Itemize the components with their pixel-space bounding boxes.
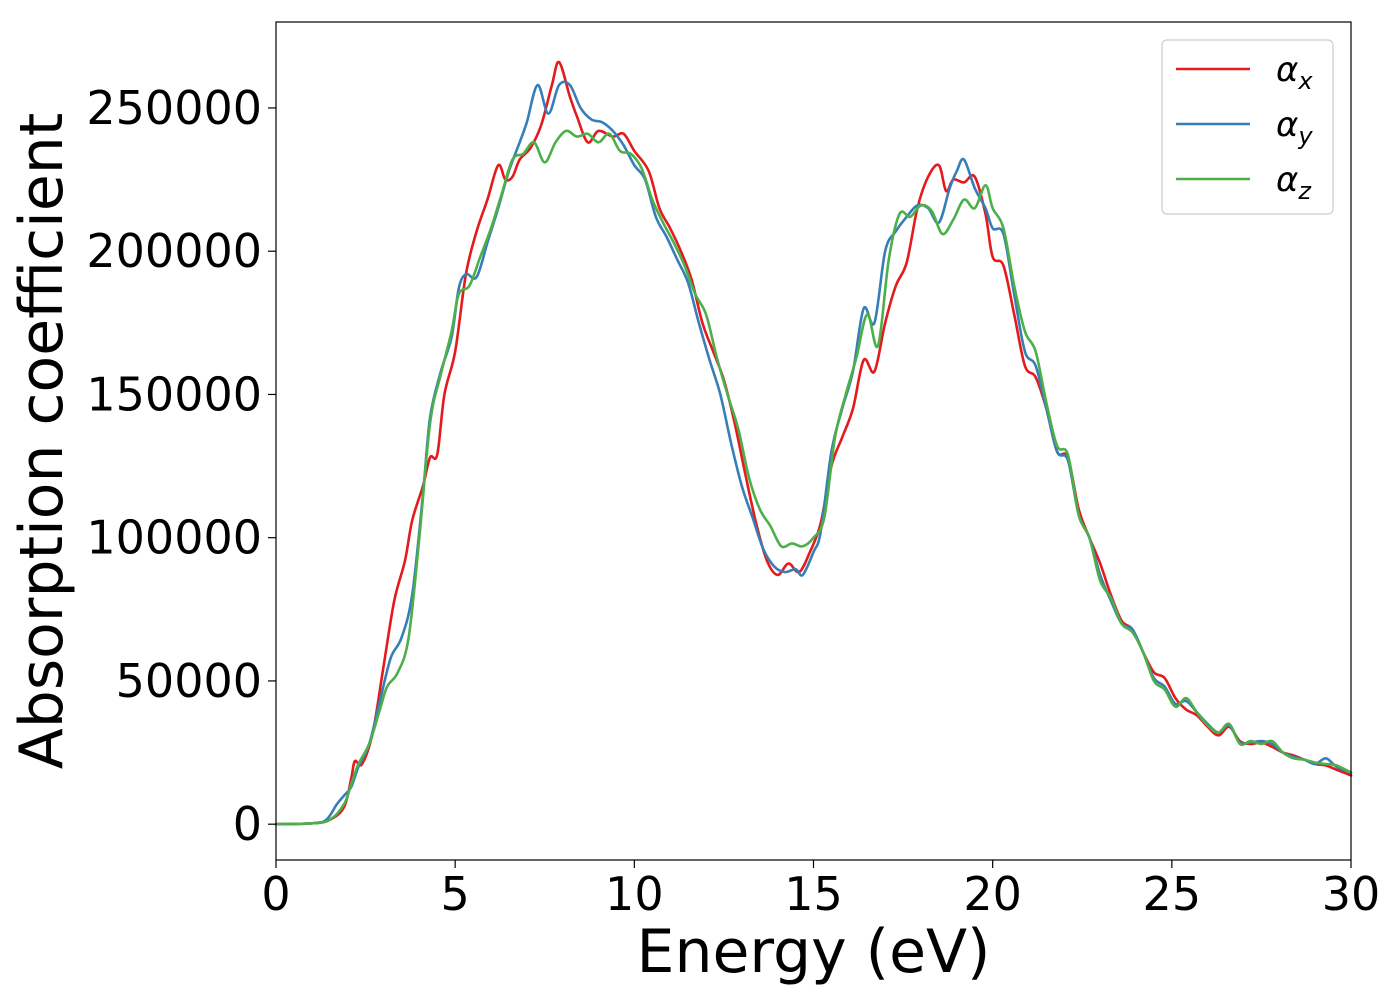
- x-tick-label: 20: [963, 867, 1022, 921]
- ticks-layer: 0 5 10 15 20 25 30 0 50000 100000 150000 200000 2500…: [86, 81, 1380, 921]
- y-axis-label: Absorption coefficient: [7, 113, 77, 770]
- series-line-x: [274, 60, 1353, 826]
- legend-label-x: αx: [1276, 50, 1313, 95]
- x-tick-label: 5: [441, 867, 470, 921]
- legend-label-z: αz: [1276, 160, 1312, 205]
- legend: αx αy αz: [1161, 39, 1334, 215]
- y-tick-label: 0: [233, 797, 262, 851]
- x-tick-label: 0: [261, 867, 290, 921]
- y-tick-label: 250000: [86, 81, 262, 135]
- series-line-z: [274, 129, 1353, 826]
- x-tick-label: 30: [1322, 867, 1381, 921]
- legend-label-y: αy: [1276, 105, 1313, 150]
- legend-box: [1161, 39, 1334, 215]
- series-layer: [274, 60, 1353, 826]
- y-tick-label: 150000: [86, 367, 262, 421]
- x-tick-label: 25: [1143, 867, 1202, 921]
- y-tick-label: 100000: [86, 511, 262, 565]
- x-axis-label: Energy (eV): [637, 917, 991, 987]
- y-tick-label: 200000: [86, 224, 262, 278]
- x-tick-label: 10: [605, 867, 664, 921]
- x-tick-label: 15: [784, 867, 843, 921]
- series-line-y: [274, 80, 1353, 826]
- y-tick-label: 50000: [116, 654, 262, 708]
